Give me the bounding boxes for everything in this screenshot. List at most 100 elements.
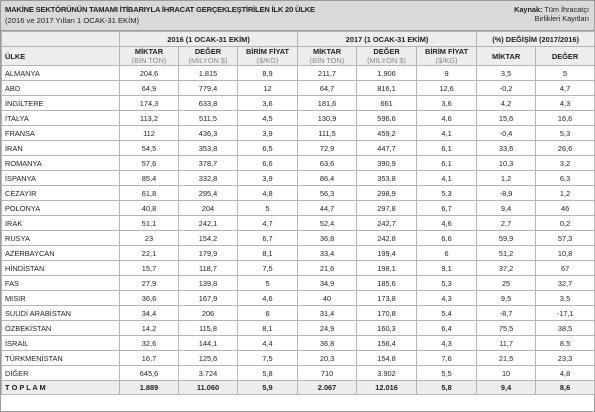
value-cell: 130,9: [297, 110, 358, 126]
group-header: [1, 31, 120, 47]
value-cell: 23,3: [535, 350, 595, 366]
table-row: CEZAYİR 61,8 295,4 4,8 56,3 298,9 5,3 -8,9 1,2: [1, 185, 595, 201]
country-cell: DİĞER: [1, 365, 120, 381]
total-cell: 5,9: [236, 380, 299, 395]
total-row: T O P L A M 1.889 11.060 5,9 2.067 12.016 5,8 9…: [1, 380, 595, 395]
value-cell: 198,1: [356, 260, 418, 276]
value-cell: 61,8: [119, 185, 179, 201]
value-cell: 12,6: [416, 80, 478, 96]
value-cell: 23: [119, 230, 179, 246]
value-cell: 16,7: [119, 350, 179, 366]
column-name: DEĞER: [194, 47, 222, 57]
column-unit: (MİLYON $): [188, 56, 228, 65]
value-cell: 27,9: [119, 275, 179, 291]
table-row: MISIR 36,6 167,9 4,6 40 173,8 4,3 9,5 3,5: [1, 290, 595, 306]
value-cell: 779,4: [178, 80, 238, 96]
value-cell: 4,7: [535, 80, 595, 96]
column-unit: (BİN TON): [309, 56, 345, 65]
value-cell: 7,5: [236, 260, 299, 276]
value-cell: 51,2: [476, 245, 537, 261]
value-cell: 26,6: [535, 140, 595, 156]
value-cell: 6,1: [416, 155, 478, 171]
value-cell: 10,3: [476, 155, 537, 171]
table-row: SUUDİ ARABİSTAN 34,4 206 6 31,4 170,8 5,4 -8,7-…: [1, 305, 595, 321]
value-cell: 206: [178, 305, 238, 321]
value-cell: 436,3: [178, 125, 238, 141]
value-cell: 353,8: [178, 140, 238, 156]
value-cell: 75,5: [476, 320, 537, 336]
column-header: DEĞER: [535, 46, 595, 66]
column-header: BİRİM FİYAT ($/KG): [236, 46, 299, 66]
column-header: DEĞER (MİLYON $): [178, 46, 238, 66]
value-cell: 72,9: [297, 140, 358, 156]
value-cell: 9,5: [476, 290, 537, 306]
value-cell: 4,8: [236, 185, 299, 201]
value-cell: 32,6: [119, 335, 179, 351]
country-cell: SUUDİ ARABİSTAN: [1, 305, 120, 321]
value-cell: 3,6: [416, 95, 478, 111]
value-cell: 185,6: [356, 275, 418, 291]
total-cell: 5,8: [416, 380, 478, 395]
value-cell: -0,2: [476, 80, 537, 96]
value-cell: 295,4: [178, 185, 238, 201]
value-cell: 511,5: [178, 110, 238, 126]
total-cell: 8,6: [535, 380, 595, 395]
country-cell: MISIR: [1, 290, 120, 306]
value-cell: 6,3: [535, 170, 595, 186]
value-cell: 1.906: [356, 65, 418, 81]
value-cell: 179,9: [178, 245, 238, 261]
value-cell: 242,7: [356, 215, 418, 231]
value-cell: 3,2: [535, 155, 595, 171]
value-cell: 5,5: [416, 365, 478, 381]
value-cell: 154,2: [178, 230, 238, 246]
table-row: İSPANYA 85,4 332,8 3,9 86,4 353,8 4,1 1,2 6,3: [1, 170, 595, 186]
value-cell: 181,6: [297, 95, 358, 111]
value-cell: 44,7: [297, 200, 358, 216]
value-cell: 31,4: [297, 305, 358, 321]
value-cell: 112: [119, 125, 179, 141]
column-name: ÜLKE: [5, 51, 26, 61]
table-row: ÖZBEKİSTAN 14,2 115,8 8,1 24,9 160,3 6,4 75,5 38…: [1, 320, 595, 336]
value-cell: 56,3: [297, 185, 358, 201]
value-cell: 85,4: [119, 170, 179, 186]
value-cell: 4,4: [236, 335, 299, 351]
value-cell: 3.724: [178, 365, 238, 381]
total-cell: 11.060: [178, 380, 238, 395]
value-cell: 64,7: [297, 80, 358, 96]
value-cell: 4,6: [236, 290, 299, 306]
value-cell: 6,6: [416, 230, 478, 246]
column-name: DEĞER: [551, 51, 579, 61]
value-cell: 46: [535, 200, 595, 216]
value-cell: 353,8: [356, 170, 418, 186]
group-row: 2016 (1 OCAK-31 EKİM) 2017 (1 OCAK-31 EKİ…: [1, 31, 595, 47]
country-cell: ABD: [1, 80, 120, 96]
value-cell: 199,4: [356, 245, 418, 261]
table-row: İNGİLTERE 174,3 633,8 3,6 181,6 661 3,6 4,2 4,3: [1, 95, 595, 111]
value-cell: 3,5: [535, 290, 595, 306]
value-cell: 36,8: [297, 230, 358, 246]
value-cell: 8,5: [535, 335, 595, 351]
value-cell: 8,1: [236, 320, 299, 336]
table-row: İRAN 54,5 353,8 6,5 72,9 447,7 6,1 33,6 26,6: [1, 140, 595, 156]
country-cell: İSPANYA: [1, 170, 120, 186]
value-cell: 6,5: [236, 140, 299, 156]
value-cell: 6: [236, 305, 299, 321]
source-text: Tüm İhracatçı Birlikleri Kayıtları: [534, 5, 589, 23]
value-cell: 2,7: [476, 215, 537, 231]
value-cell: 5: [535, 65, 595, 81]
value-cell: 40,8: [119, 200, 179, 216]
country-cell: İTALYA: [1, 110, 120, 126]
country-cell: AZERBAYCAN: [1, 245, 120, 261]
value-cell: 4,6: [416, 215, 478, 231]
title: MAKİNE SEKTÖRÜNÜN TAMAMI İTİBARIYLA İHRA…: [5, 5, 315, 14]
value-cell: 204: [178, 200, 238, 216]
value-cell: 33,6: [476, 140, 537, 156]
table-row: ABD 64,9 779,4 12 64,7 816,1 12,6 -0,2 4,7: [1, 80, 595, 96]
column-unit: ($/KG): [256, 56, 279, 65]
value-cell: 12: [236, 80, 299, 96]
country-cell: IRAK: [1, 215, 120, 231]
group-header: (%) DEĞİŞİM (2017/2016): [476, 31, 595, 47]
value-cell: 5,4: [416, 305, 478, 321]
value-cell: 6,4: [416, 320, 478, 336]
value-cell: 459,2: [356, 125, 418, 141]
